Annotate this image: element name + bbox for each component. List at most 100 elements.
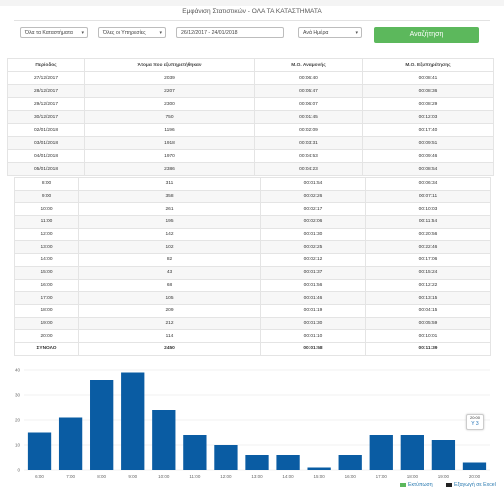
bar[interactable] — [90, 380, 114, 470]
table-cell: 00:03:31 — [254, 136, 363, 150]
period-select-value: Ανά Ημέρα — [303, 30, 329, 36]
print-link[interactable]: Εκτύπωση — [400, 482, 433, 488]
date-range-input[interactable]: 26/12/2017 - 24/01/2018 — [176, 27, 284, 38]
service-select[interactable]: Όλες οι Υπηρεσίες ▾ — [98, 27, 166, 38]
table-cell: 00:06:07 — [254, 97, 363, 111]
page-title: Εμφάνιση Στατιστικών - ΟΛΑ ΤΑ ΚΑΤΑΣΤΗΜΑΤ… — [182, 8, 322, 15]
table-cell: 358 — [78, 189, 261, 204]
table-row: 29/12/2017 2300 00:06:07 00:08:29 — [7, 97, 494, 111]
chevron-down-icon: ▾ — [355, 30, 358, 36]
table-cell: 00:17:40 — [362, 123, 494, 137]
y-tick-label: 40 — [15, 368, 21, 373]
x-tick-label: 18:00 — [407, 474, 419, 479]
x-tick-label: 12:00 — [220, 474, 232, 479]
table-cell: 12:00 — [14, 227, 79, 242]
table-cell: 82 — [78, 253, 261, 267]
chart-tooltip: 20:00 Υ 3 — [466, 414, 484, 430]
daily-stats-table: Περίοδος Άτομα που εξυπηρετήθηκαν Μ.Ο. Α… — [7, 58, 494, 176]
print-icon — [400, 482, 406, 487]
table-cell: 00:08:41 — [362, 71, 494, 85]
bar[interactable] — [214, 445, 238, 470]
table-cell: 750 — [84, 110, 255, 124]
tooltip-value: Υ 3 — [471, 421, 479, 427]
bar[interactable] — [431, 440, 456, 470]
bar[interactable] — [152, 410, 176, 470]
bar[interactable] — [338, 455, 362, 470]
table-cell: 8:00 — [14, 177, 79, 191]
service-select-value: Όλες οι Υπηρεσίες — [103, 30, 146, 36]
table-cell: 142 — [78, 227, 261, 242]
table-cell: 311 — [78, 177, 261, 191]
store-select[interactable]: Όλα τα Καταστήματα ▾ — [20, 27, 88, 38]
bar[interactable] — [400, 435, 424, 470]
table-cell: 00:09:51 — [362, 136, 494, 150]
table-cell: 00:10:03 — [365, 202, 491, 217]
export-excel-link[interactable]: Εξαγωγή σε Excel — [446, 482, 496, 488]
x-tick-label: 8:00 — [97, 474, 106, 479]
x-tick-label: 6:00 — [35, 474, 44, 479]
x-tick-label: 19:00 — [438, 474, 450, 479]
table-cell: 2386 — [84, 162, 255, 176]
bar[interactable] — [462, 462, 487, 471]
chevron-down-icon: ▾ — [159, 30, 162, 36]
bar[interactable] — [307, 467, 331, 471]
table-row: 05/01/2018 2386 00:04:23 00:08:54 — [7, 162, 494, 176]
table-cell: 03/01/2018 — [7, 136, 85, 150]
x-tick-label: 7:00 — [66, 474, 75, 479]
y-tick-label: 30 — [15, 393, 21, 398]
totals-cell: 00:01:58 — [260, 341, 366, 356]
table-cell: 1196 — [84, 123, 255, 137]
table-cell: 15:00 — [14, 265, 79, 280]
table-cell: 209 — [78, 303, 261, 318]
table-cell: 2039 — [84, 71, 255, 85]
table-cell: 20:00 — [14, 329, 79, 343]
column-header: Άτομα που εξυπηρετήθηκαν — [84, 58, 255, 72]
bar[interactable] — [276, 455, 300, 470]
table-cell: 00:17:06 — [365, 253, 491, 267]
print-label: Εκτύπωση — [408, 482, 433, 488]
totals-row: ΣΥΝΟΛΟ 2450 00:01:58 00:11:39 — [14, 341, 491, 356]
bar[interactable] — [245, 455, 269, 470]
totals-cell: 2450 — [78, 341, 261, 356]
y-tick-label: 0 — [17, 468, 20, 473]
y-tick-label: 10 — [15, 443, 21, 448]
totals-cell: ΣΥΝΟΛΟ — [14, 341, 79, 356]
hourly-bar-chart: 0 10 20 30 40 6:00 7:00 8:00 9:00 10:00 11:00 12:00… — [15, 368, 490, 479]
title-divider — [14, 20, 490, 21]
table-cell: 00:08:54 — [362, 162, 494, 176]
table-cell: 00:04:53 — [254, 149, 363, 163]
table-row: 04/01/2018 1970 00:04:53 00:09:46 — [7, 149, 494, 163]
table-cell: 00:02:26 — [260, 189, 366, 204]
table-row: 30/12/2017 750 00:01:45 00:12:03 — [7, 110, 494, 124]
column-header: Περίοδος — [7, 58, 85, 72]
search-button[interactable]: Αναζήτηση — [374, 27, 479, 43]
tooltip-label: 20:00 — [469, 415, 480, 420]
table-cell: 11:00 — [14, 215, 79, 229]
bar[interactable] — [369, 435, 393, 470]
table-cell: 30/12/2017 — [7, 110, 85, 124]
table-row: 12:00 142 00:01:30 00:20:56 — [14, 227, 491, 242]
period-select[interactable]: Ανά Ημέρα ▾ — [298, 27, 362, 38]
table-cell: 00:01:46 — [260, 291, 366, 305]
hourly-stats-table: 8:00 311 00:01:54 00:06:34 9:00 358 00:02:26 00… — [14, 177, 491, 356]
table-row: 11:00 195 00:02:06 00:11:54 — [14, 215, 491, 229]
table-cell: 00:01:54 — [260, 177, 366, 191]
export-label: Εξαγωγή σε Excel — [454, 482, 496, 488]
table-cell: 1918 — [84, 136, 255, 150]
date-range-value: 26/12/2017 - 24/01/2018 — [181, 30, 238, 36]
table-cell: 00:01:37 — [260, 265, 366, 280]
bar[interactable] — [58, 417, 83, 471]
bar[interactable] — [27, 432, 52, 471]
top-strip — [0, 0, 504, 6]
table-row: 16:00 68 00:01:56 00:12:22 — [14, 278, 491, 293]
table-row: 10:00 261 00:02:17 00:10:03 — [14, 202, 491, 217]
bar[interactable] — [183, 435, 207, 470]
table-cell: 04/01/2018 — [7, 149, 85, 163]
table-row: 18:00 209 00:01:19 00:04:15 — [14, 303, 491, 318]
table-cell: 17:00 — [14, 291, 79, 305]
table-cell: 00:08:29 — [362, 97, 494, 111]
table-cell: 1970 — [84, 149, 255, 163]
bar[interactable] — [121, 372, 145, 471]
table-cell: 00:02:17 — [260, 202, 366, 217]
table-cell: 00:20:56 — [365, 227, 491, 242]
